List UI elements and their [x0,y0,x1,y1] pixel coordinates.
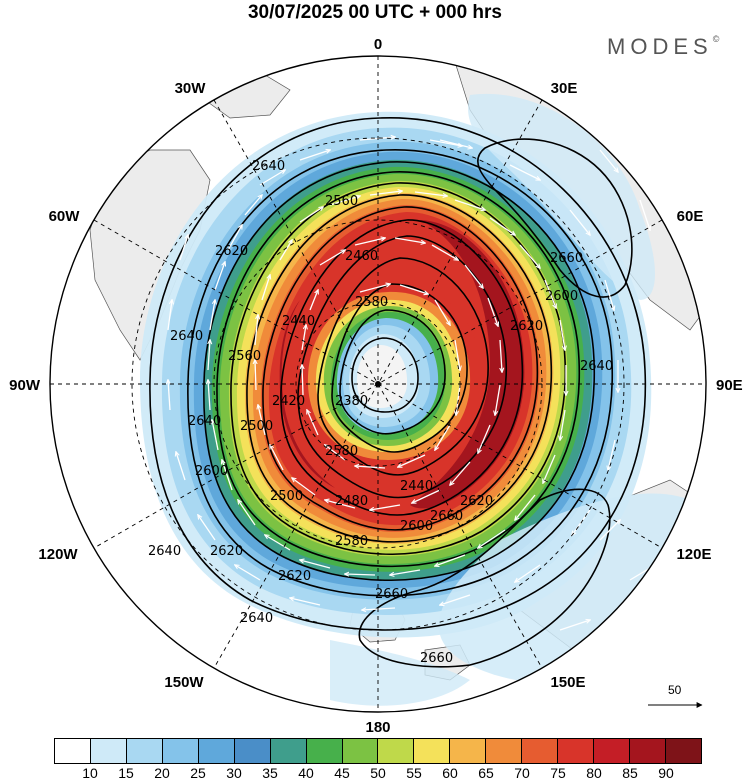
height-contours [149,117,647,668]
contour-label: 2460 [345,249,378,264]
polar-stereographic-map: 2640 2640 2640 2640 2640 2640 2660 2660 … [9,36,743,735]
colorbar-swatch [126,739,163,763]
lon-label-120w: 120W [38,546,78,563]
reference-vector-arrow [648,702,703,708]
colorbar-swatch [198,739,235,763]
contour-label: 2620 [460,494,493,509]
colorbar-swatch [414,739,451,763]
lon-label-180: 180 [365,719,390,735]
contour-label: 2580 [325,444,358,459]
contour-label: 2440 [400,479,433,494]
contour-label: 2500 [270,489,303,504]
colorbar-tick-label: 65 [478,765,494,781]
contour-label: 2600 [195,464,228,479]
colorbar-tick-label: 90 [658,765,674,781]
lon-label-60w: 60W [49,208,81,225]
map-boundary [49,55,707,713]
colorbar-swatch [90,739,127,763]
contour-label: 2640 [580,359,613,374]
colorbar-tick-label: 60 [442,765,458,781]
contour-label: 2640 [252,159,285,174]
colorbar-swatch [270,739,307,763]
contour-label: 2480 [335,494,368,509]
contour-label: 2600 [400,519,433,534]
colorbar-tick-label: 45 [334,765,350,781]
lon-label-30w: 30W [175,80,207,97]
colorbar-tick-label: 55 [406,765,422,781]
contour-labels: 2640 2640 2640 2640 2640 2640 2660 2660 … [148,159,613,666]
reference-vector-label: 50 [668,683,682,697]
colorbar-swatch [162,739,199,763]
lon-label-90e: 90E [716,377,743,394]
contour-label: 2640 [148,544,181,559]
contour-label: 2420 [272,394,305,409]
copyright-mark: © [712,34,720,44]
colorbar-tick-labels: 10 15 20 25 30 35 40 45 50 55 60 65 70 75 80 85 90 [54,765,702,782]
colorbar-swatch [630,739,666,763]
colorbar-swatch [342,739,379,763]
colorbar-tick-label: 20 [154,765,170,781]
contour-label: 2660 [375,587,408,602]
colorbar-tick-label: 30 [226,765,242,781]
contour-label: 2660 [420,651,453,666]
colorbar-tick-label: 80 [586,765,602,781]
colorbar-swatch [378,739,415,763]
contour-label: 2640 [240,611,273,626]
contour-label: 2640 [188,414,221,429]
colorbar-swatch [594,739,630,763]
colorbar-tick-label: 15 [118,765,134,781]
contour-label: 2600 [545,289,578,304]
colorbar-swatch [55,739,91,763]
colorbar-swatch [665,739,701,763]
contour-label: 2660 [550,251,583,266]
logo-text: MODES [607,34,713,59]
colorbar-tick-label: 40 [298,765,314,781]
contour-label: 2500 [240,419,273,434]
colorbar-tick-label: 85 [622,765,638,781]
contour-label: 2640 [170,329,203,344]
colorbar-tick-label: 25 [190,765,206,781]
lon-label-30e: 30E [551,80,578,97]
colorbar-tick-label: 75 [550,765,566,781]
contour-label: 2560 [325,194,358,209]
contour-label: 2380 [335,394,368,409]
colorbar-swatch [486,739,523,763]
modes-logo: MODES© [607,34,719,60]
contour-label: 2620 [215,244,248,259]
pole-marker [375,381,381,387]
colorbar-swatch [306,739,343,763]
colorbar-swatch [522,739,559,763]
lon-label-90w: 90W [9,377,41,394]
colorbar-swatch [450,739,487,763]
contour-label: 2580 [335,534,368,549]
lon-label-150w: 150W [164,674,204,691]
colorbar-tick-label: 35 [262,765,278,781]
lon-label-150e: 150E [550,674,585,691]
colorbar-tick-label: 50 [370,765,386,781]
lon-label-120e: 120E [676,546,711,563]
contour-label: 2620 [278,569,311,584]
lon-label-0: 0 [374,36,382,53]
colorbar-tick-label: 10 [82,765,98,781]
colorbar-tick-label: 70 [514,765,530,781]
longitude-labels: 0 180 90W 90E 30W 30E 60W 60E 120W 120E … [9,36,743,735]
contour-label: 2620 [210,544,243,559]
lon-label-60e: 60E [677,208,704,225]
colorbar-swatch [558,739,595,763]
chart-title: 30/07/2025 00 UTC + 000 hrs [247,2,503,23]
colorbar [54,738,702,764]
contour-label: 2560 [228,349,261,364]
contour-label: 2620 [510,319,543,334]
contour-label: 2440 [282,314,315,329]
contour-label: 2660 [430,509,463,524]
contour-label: 2580 [355,295,388,310]
wind-vectors [168,137,655,631]
colorbar-swatch [234,739,271,763]
